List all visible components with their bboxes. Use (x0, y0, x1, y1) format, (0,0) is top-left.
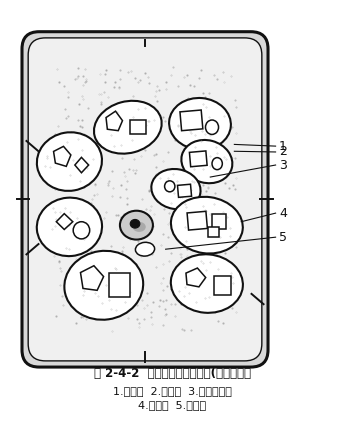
Text: 1.球晶体  2.拟晶体  3.无定形胶层: 1.球晶体 2.拟晶体 3.无定形胶层 (113, 386, 232, 396)
FancyBboxPatch shape (28, 38, 262, 361)
Polygon shape (214, 276, 230, 295)
Polygon shape (106, 111, 122, 131)
Ellipse shape (181, 140, 232, 183)
FancyBboxPatch shape (22, 32, 268, 367)
Polygon shape (53, 147, 71, 166)
Ellipse shape (169, 98, 231, 150)
Text: 1: 1 (279, 139, 287, 153)
Polygon shape (212, 214, 226, 229)
Ellipse shape (120, 211, 153, 240)
Ellipse shape (165, 181, 175, 192)
Ellipse shape (73, 222, 90, 239)
Ellipse shape (135, 242, 155, 256)
Text: 2: 2 (279, 146, 287, 158)
Ellipse shape (94, 101, 162, 154)
Ellipse shape (37, 198, 102, 256)
Polygon shape (130, 120, 146, 135)
Ellipse shape (132, 222, 146, 232)
Ellipse shape (130, 220, 140, 228)
Ellipse shape (151, 169, 200, 209)
Text: 4.糊粉粒  5.细胞核: 4.糊粉粒 5.细胞核 (138, 400, 207, 411)
Polygon shape (186, 268, 206, 287)
Text: 3: 3 (279, 158, 287, 172)
Polygon shape (75, 158, 89, 173)
Ellipse shape (171, 197, 243, 253)
Text: 5: 5 (279, 231, 287, 244)
Text: 图 2-4-2  蓖麻种子的胚乳细胞(示糊粉粒）: 图 2-4-2 蓖麻种子的胚乳细胞(示糊粉粒） (94, 367, 251, 380)
Polygon shape (208, 227, 218, 237)
Polygon shape (189, 151, 207, 167)
Polygon shape (177, 184, 191, 198)
Ellipse shape (37, 132, 102, 191)
Ellipse shape (171, 254, 243, 313)
Polygon shape (187, 211, 207, 230)
Polygon shape (109, 273, 130, 297)
Polygon shape (80, 266, 104, 290)
Polygon shape (56, 214, 73, 230)
Ellipse shape (212, 158, 222, 170)
Polygon shape (180, 110, 203, 131)
Ellipse shape (65, 251, 143, 320)
Text: 4: 4 (279, 207, 287, 220)
Ellipse shape (206, 120, 218, 135)
